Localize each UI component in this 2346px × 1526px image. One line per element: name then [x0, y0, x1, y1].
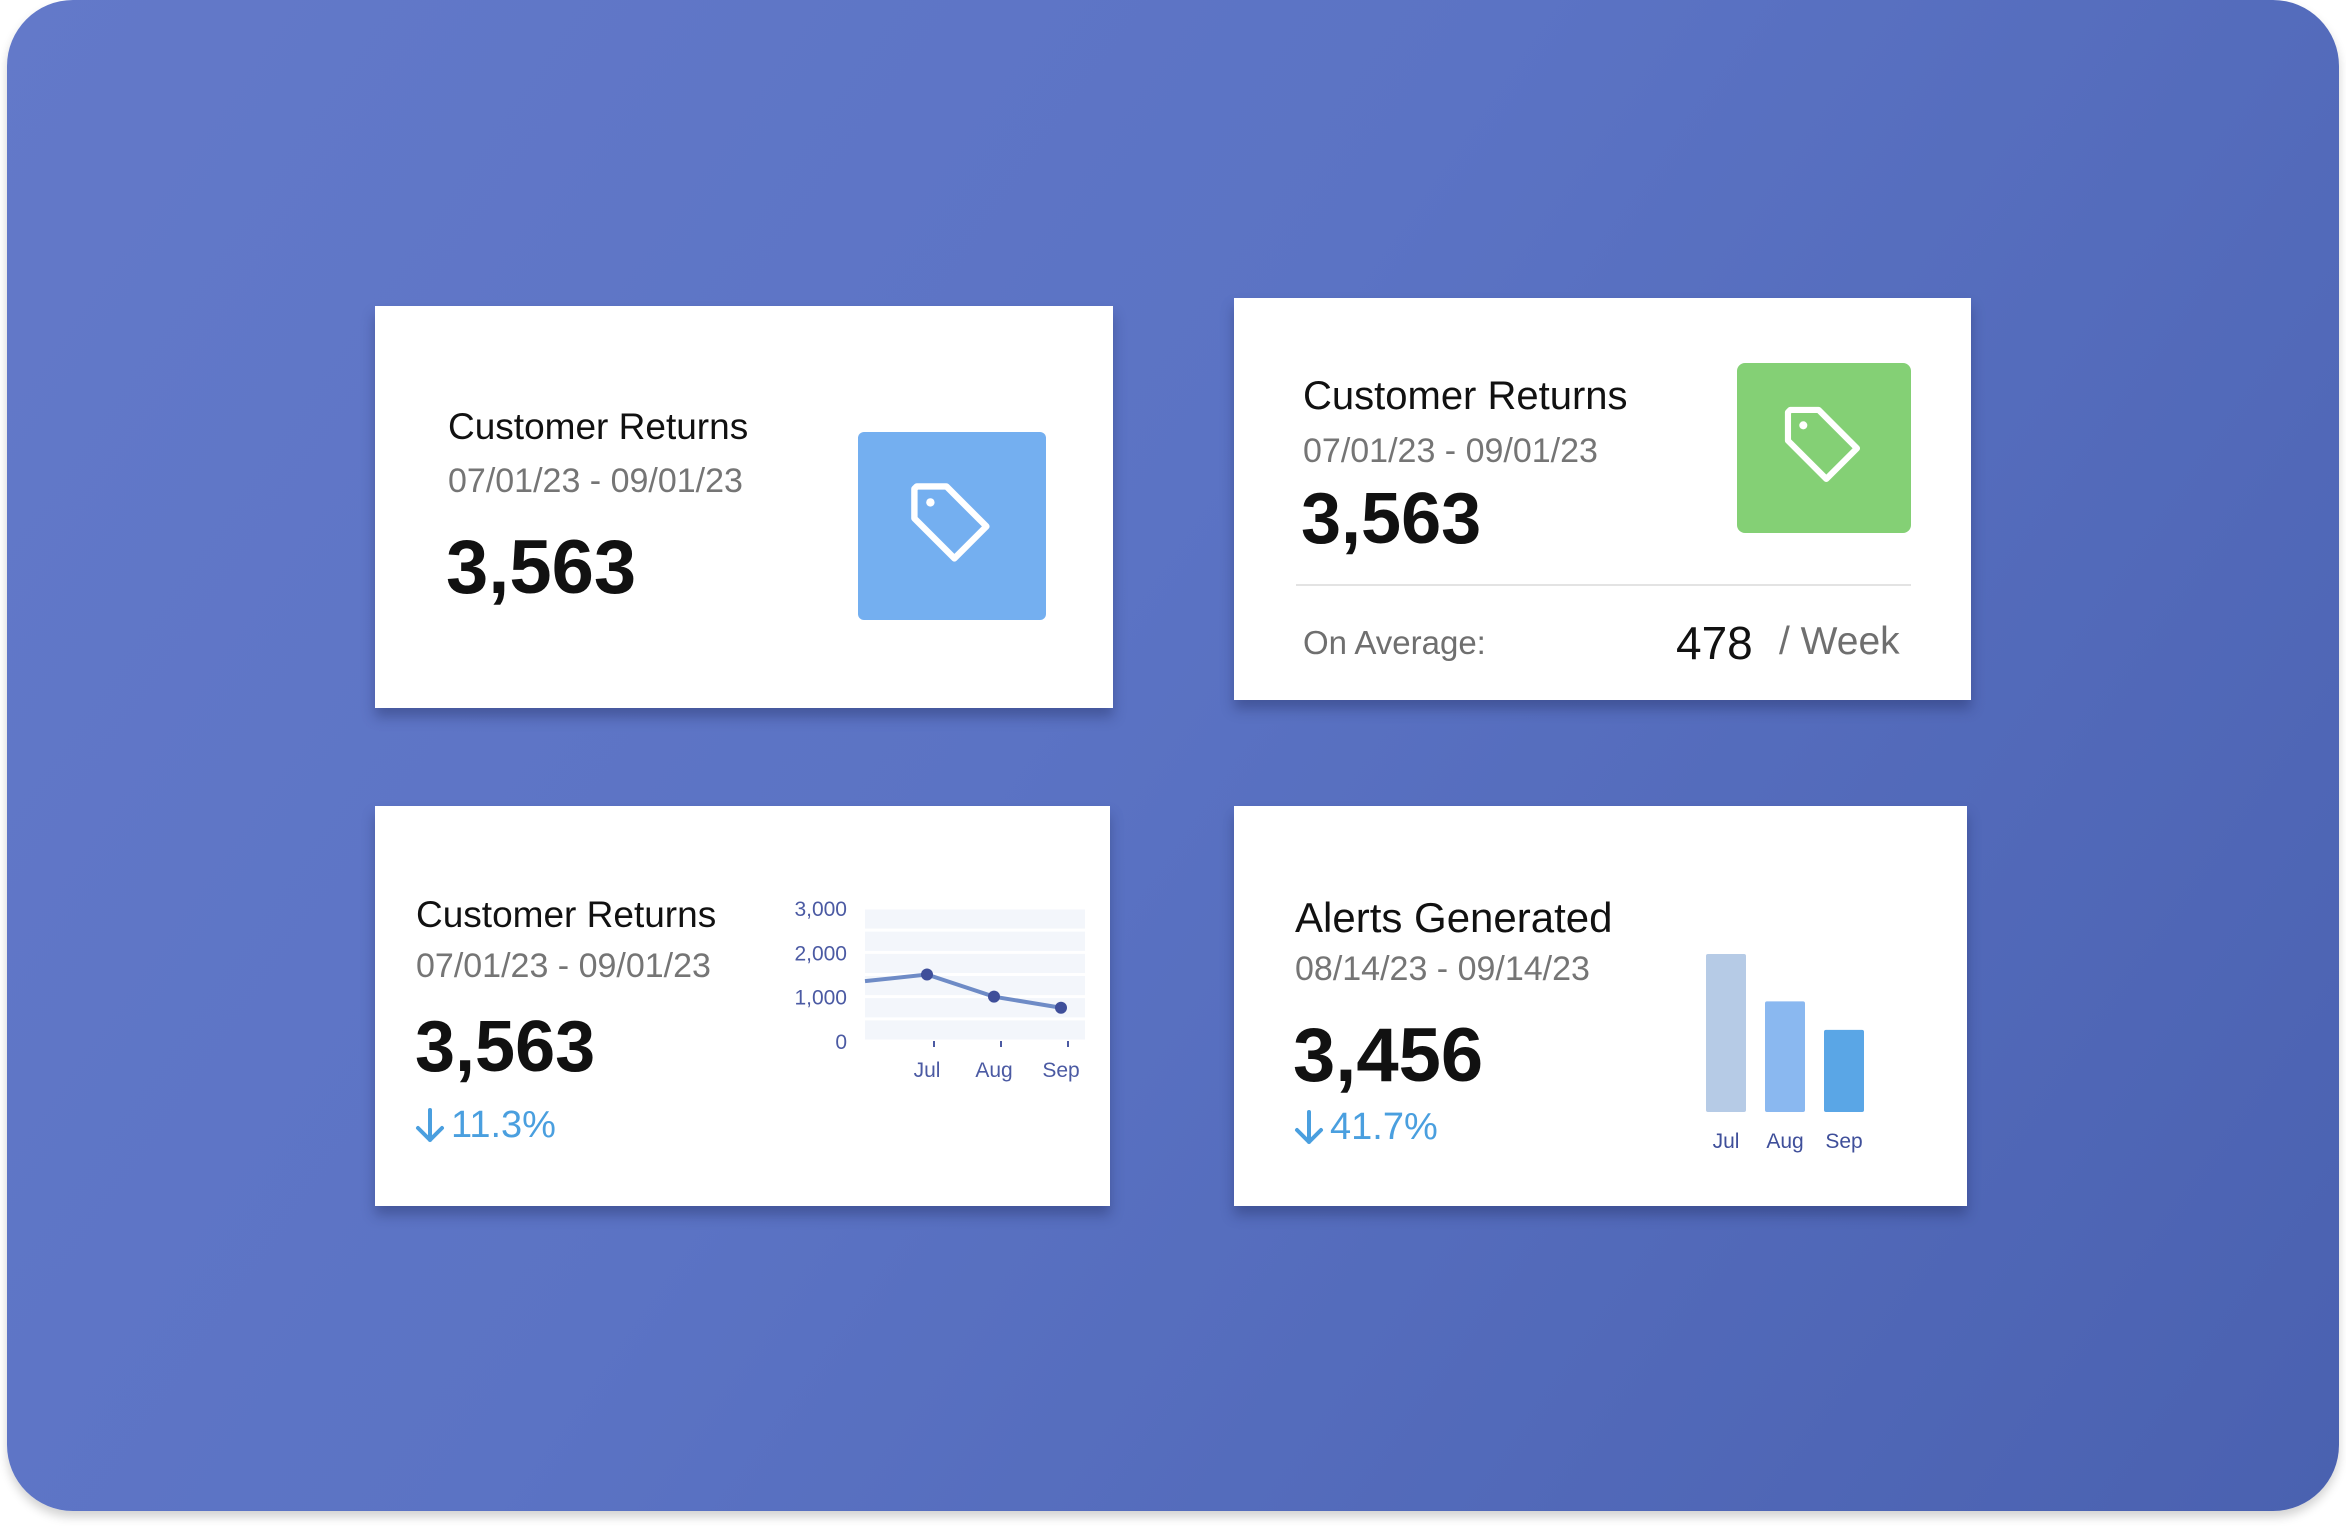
data-point — [988, 990, 1000, 1003]
x-tick-label: Sep — [1825, 1130, 1862, 1153]
x-tick-label: Aug — [975, 1059, 1012, 1082]
tag-icon — [1778, 400, 1870, 497]
change-value: 41.7% — [1330, 1106, 1438, 1148]
bar — [1824, 1029, 1864, 1112]
card-value: 3,563 — [415, 1007, 596, 1087]
arrow-down-icon — [1295, 1109, 1323, 1144]
data-point — [921, 968, 933, 981]
stat-card-alerts-generated[interactable]: Alerts Generated 08/14/23 - 09/14/23 3,4… — [1234, 806, 1967, 1206]
x-tick-label: Aug — [1766, 1130, 1803, 1153]
stat-card-customer-returns-average[interactable]: Customer Returns 07/01/23 - 09/01/23 3,5… — [1234, 298, 1971, 700]
bar — [1706, 954, 1746, 1112]
y-tick-label: 0 — [835, 1031, 847, 1054]
tag-icon-tile — [1737, 363, 1911, 533]
dashboard-background — [7, 0, 2339, 1511]
data-point — [1055, 1001, 1067, 1014]
bar-chart: Jul Aug Sep — [1706, 954, 1864, 1153]
average-label: On Average: — [1303, 624, 1486, 661]
card-value: 3,563 — [1301, 479, 1482, 559]
line-chart: 3,000 2,000 1,000 0 Jul Aug Sep — [794, 898, 1085, 1082]
card-value: 3,563 — [446, 525, 637, 610]
card-date-range: 07/01/23 - 09/01/23 — [448, 462, 743, 500]
card-title: Customer Returns — [416, 894, 717, 935]
bar — [1765, 1001, 1805, 1112]
card-divider — [1296, 584, 1911, 586]
change-indicator: 41.7% — [1292, 1106, 1438, 1149]
y-tick-label: 1,000 — [794, 987, 847, 1010]
change-value: 11.3% — [451, 1104, 556, 1146]
tag-icon — [904, 476, 1000, 577]
card-title: Alerts Generated — [1295, 894, 1613, 941]
card-value: 3,456 — [1293, 1013, 1484, 1098]
average-unit: / Week — [1779, 620, 1900, 663]
stat-card-customer-returns[interactable]: Customer Returns 07/01/23 - 09/01/23 3,5… — [375, 306, 1113, 708]
card-date-range: 07/01/23 - 09/01/23 — [416, 947, 711, 985]
card-date-range: 08/14/23 - 09/14/23 — [1295, 950, 1590, 988]
change-indicator: 11.3% — [413, 1104, 556, 1147]
y-tick-label: 2,000 — [794, 942, 847, 965]
card-title: Customer Returns — [1303, 374, 1628, 418]
y-tick-label: 3,000 — [794, 898, 847, 921]
card-title: Customer Returns — [448, 406, 749, 447]
card-date-range: 07/01/23 - 09/01/23 — [1303, 432, 1598, 470]
stat-card-customer-returns-trend[interactable]: Customer Returns 07/01/23 - 09/01/23 3,5… — [375, 806, 1110, 1206]
x-tick-label: Sep — [1042, 1059, 1079, 1082]
arrow-down-icon — [416, 1107, 444, 1142]
x-tick-label: Jul — [914, 1059, 941, 1082]
average-value: 478 — [1676, 617, 1753, 669]
tag-icon-tile — [858, 432, 1046, 620]
series-line — [864, 972, 1062, 1010]
x-tick-label: Jul — [1713, 1130, 1740, 1153]
